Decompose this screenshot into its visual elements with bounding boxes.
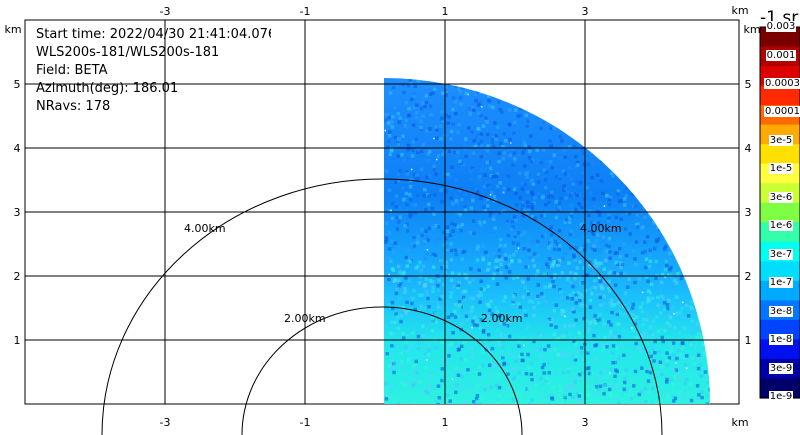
colorbar-label: 1e-6 bbox=[768, 220, 794, 232]
colorbar-swatch bbox=[760, 202, 800, 223]
colorbar-swatch bbox=[760, 261, 800, 282]
colorbar-label: 0.001 bbox=[765, 49, 797, 61]
field-text: Field: BETA bbox=[36, 63, 108, 78]
range-ring-2km bbox=[241, 306, 523, 435]
y-tick-left-5: 5 bbox=[14, 78, 21, 91]
colorbar-label: 3e-7 bbox=[768, 248, 794, 260]
colorbar-swatch bbox=[760, 85, 800, 106]
x-tick-top-4: 3 bbox=[582, 5, 589, 18]
colorbar-label: 1e-9 bbox=[768, 391, 794, 402]
instrument-text: WLS200s-181/WLS200s-181 bbox=[36, 45, 220, 60]
info-panel-clip: Start time: 2022/04/30 21:41:04.076 WLS2… bbox=[25, 20, 271, 110]
x-tick-bottom-4: 3 bbox=[582, 416, 589, 429]
y-unit-right: km bbox=[743, 23, 760, 36]
y-tick-left-3: 3 bbox=[14, 206, 21, 219]
colorbar-label: 1e-8 bbox=[768, 334, 794, 346]
ring-label-4km-left: 4.00km bbox=[184, 222, 226, 235]
colorbar-label: 0.0001 bbox=[764, 106, 800, 118]
x-unit-bottom: km bbox=[731, 416, 748, 429]
ring-label-4km-right: 4.00km bbox=[580, 222, 622, 235]
x-tick-top-3: 1 bbox=[442, 5, 449, 18]
colorbar-swatch bbox=[760, 144, 800, 165]
colorbar-label: 3e-9 bbox=[768, 362, 794, 374]
x-tick-top-1: -3 bbox=[160, 5, 171, 18]
colorbar-label: 1e-5 bbox=[768, 163, 794, 175]
ring-label-2km-left: 2.00km bbox=[284, 312, 326, 325]
x-tick-bottom-1: -3 bbox=[160, 416, 171, 429]
y-tick-right-5: 5 bbox=[745, 78, 752, 91]
colorbar-label: 0.0003 bbox=[764, 77, 800, 89]
x-unit-top: km bbox=[731, 4, 748, 17]
y-tick-right-3: 3 bbox=[745, 206, 752, 219]
range-rings bbox=[101, 178, 663, 435]
colorbar-label: 1e-7 bbox=[768, 277, 794, 289]
colorbar-label: 3e-8 bbox=[768, 305, 794, 317]
y-unit-left: km bbox=[4, 23, 21, 36]
x-tick-top-2: -1 bbox=[300, 5, 311, 18]
y-tick-right-2: 2 bbox=[745, 270, 752, 283]
y-tick-left-1: 1 bbox=[14, 334, 21, 347]
colorbar-swatch bbox=[760, 27, 800, 48]
info-panel: Start time: 2022/04/30 21:41:04.076 WLS2… bbox=[36, 26, 271, 110]
x-tick-bottom-3: 1 bbox=[442, 416, 449, 429]
colorbar-label: 3e-6 bbox=[768, 191, 794, 203]
y-tick-right-1: 1 bbox=[745, 334, 752, 347]
colorbar-label: 0.003 bbox=[765, 21, 797, 32]
grid-lines bbox=[25, 20, 739, 404]
y-tick-left-2: 2 bbox=[14, 270, 21, 283]
colorbar-label: 3e-5 bbox=[768, 134, 794, 146]
start-time-text: Start time: 2022/04/30 21:41:04.076 bbox=[36, 27, 271, 42]
y-tick-left-4: 4 bbox=[14, 142, 21, 155]
range-ring-4km bbox=[101, 178, 663, 435]
x-tick-bottom-2: -1 bbox=[300, 416, 311, 429]
ring-label-2km-right: 2.00km bbox=[481, 312, 523, 325]
nrays-text: NRays: 178 bbox=[36, 99, 111, 110]
y-tick-right-4: 4 bbox=[745, 142, 752, 155]
azimuth-text: Azimuth(deg): 186.01 bbox=[36, 81, 179, 96]
